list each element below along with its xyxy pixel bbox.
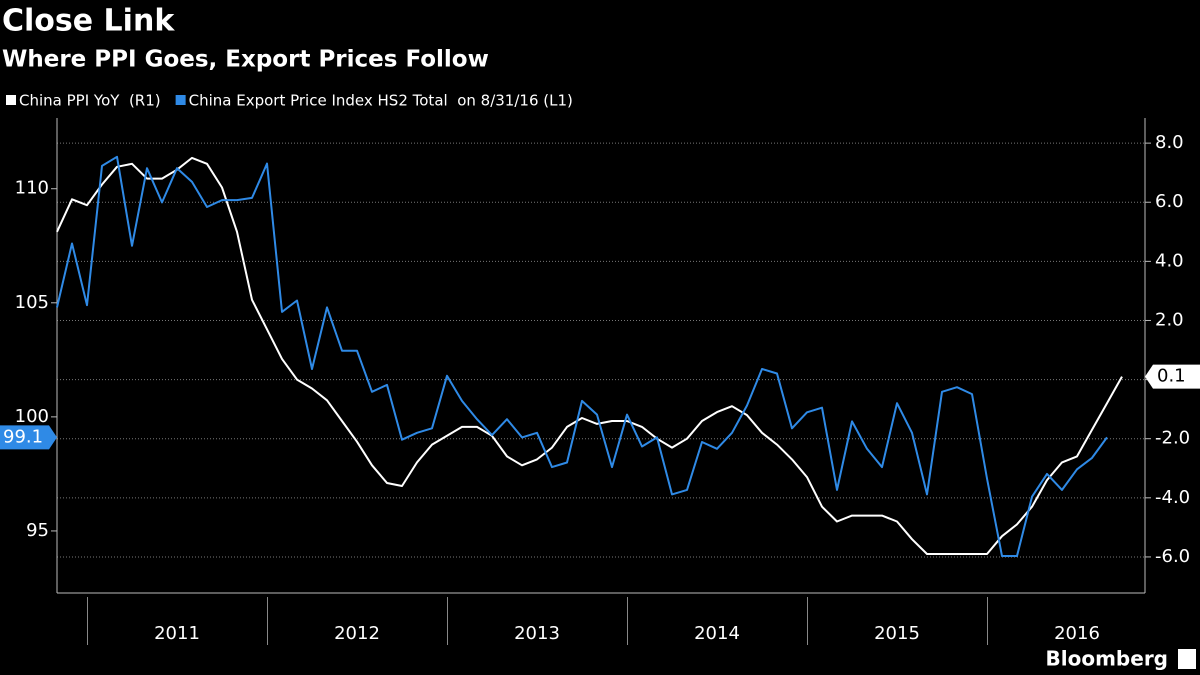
last-value-label: 0.1 — [1157, 366, 1186, 387]
x-tick-label: 2015 — [874, 623, 920, 644]
series-line — [56, 156, 1123, 555]
legend-label: China Export Price Index HS2 Total on 8/… — [189, 92, 573, 110]
y2-tick-label: -4.0 — [1155, 487, 1190, 508]
y2-tick-label: 2.0 — [1155, 309, 1184, 330]
x-tick-label: 2011 — [154, 623, 200, 644]
x-tick-label: 2014 — [694, 623, 740, 644]
y-tick-label: 95 — [26, 520, 49, 541]
x-tick-label: 2013 — [514, 623, 560, 644]
y2-tick-label: 8.0 — [1155, 132, 1184, 153]
y2-tick-label: -6.0 — [1155, 546, 1190, 567]
y2-tick-label: 4.0 — [1155, 250, 1184, 271]
x-tick-label: 2016 — [1054, 623, 1100, 644]
x-tick-label: 2012 — [334, 623, 380, 644]
chart-subtitle: Where PPI Goes, Export Prices Follow — [2, 47, 489, 73]
legend-swatch — [6, 95, 16, 105]
last-value-label: 99.1 — [3, 426, 43, 447]
legend-swatch — [175, 95, 186, 105]
last-value-box — [0, 425, 57, 450]
y-tick-label: 110 — [15, 178, 49, 199]
brand-icon — [1178, 649, 1196, 669]
last-value-box — [1145, 364, 1200, 389]
series-line — [56, 155, 1108, 557]
y-tick-label: 105 — [15, 292, 49, 313]
brand: Bloomberg — [1046, 647, 1168, 671]
y-tick-label: 100 — [15, 406, 49, 427]
legend-label: China PPI YoY (R1) — [19, 92, 161, 110]
chart-title: Close Link — [2, 4, 175, 39]
y2-tick-label: -2.0 — [1155, 428, 1190, 449]
y2-tick-label: 6.0 — [1155, 191, 1184, 212]
